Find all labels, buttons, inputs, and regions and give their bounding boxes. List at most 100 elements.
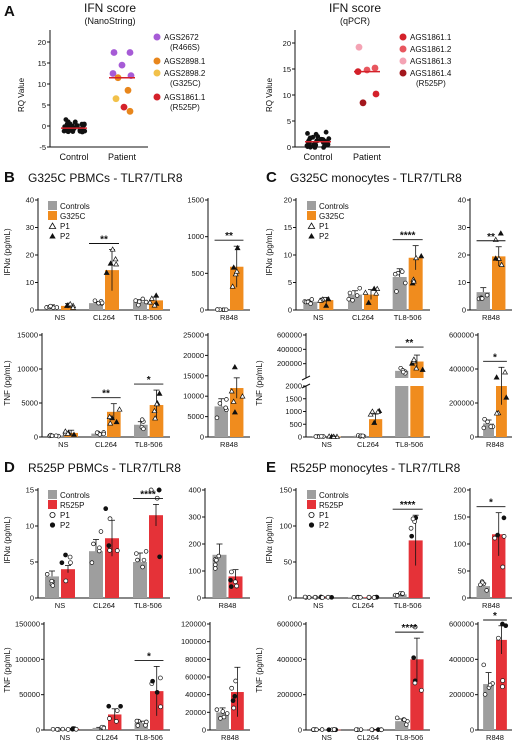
- chart-E-tnf: 0 200000 400000 600000 NS CL264 TL8-506 ****: [277, 620, 430, 742]
- p2-point: [231, 409, 238, 415]
- y-tick-label: 5000: [187, 412, 204, 421]
- legend-label-ags2898-2: AGS2898.2: [164, 69, 206, 78]
- p1-point: [68, 560, 73, 566]
- p1-point: [362, 289, 369, 295]
- y-tick-label: 200000: [449, 399, 474, 408]
- chart-B-tnf-r848: 0 5000 10000 15000 20000 25000 R848: [183, 331, 250, 449]
- patient-bar: [105, 538, 119, 598]
- y-tick-label: 0: [288, 594, 292, 603]
- control-point: [141, 557, 147, 563]
- p2-point: [503, 394, 510, 400]
- control-point: [50, 726, 56, 732]
- legend-label-p1: P1: [319, 222, 329, 231]
- chart-D-tnf-r848: 0 20000 40000 60000 80000 100000 120000 R848: [181, 620, 250, 742]
- control-bar: [348, 294, 362, 310]
- control-point: [60, 726, 66, 732]
- patient-point: [120, 103, 128, 111]
- panel-a-left-points: [61, 49, 135, 135]
- y-tick-label: 0: [470, 433, 474, 442]
- y-tick-label: 400000: [449, 365, 474, 374]
- p2-point: [59, 560, 65, 566]
- significance-label: ****: [140, 489, 156, 500]
- p2-point: [154, 690, 160, 695]
- x-category-label: TL8-506: [394, 313, 422, 322]
- significance-label: *: [147, 375, 151, 386]
- p2-point: [153, 292, 160, 298]
- p1-point: [114, 548, 120, 553]
- legend-swatch-controls: [307, 201, 316, 210]
- control-bar: [483, 684, 494, 730]
- chart-C-ifn: 0 5 10 15 20 NS CL264 TL8-506 ****: [284, 196, 430, 322]
- legend-marker-p2: [308, 522, 315, 528]
- legend-swatch-r525p: [307, 500, 316, 509]
- control-point: [140, 296, 146, 302]
- p1-point: [109, 246, 116, 252]
- control-point: [97, 545, 102, 550]
- p2-point: [106, 543, 112, 548]
- x-category-label: NS: [321, 733, 331, 742]
- control-point: [401, 369, 406, 375]
- control-point: [220, 709, 226, 714]
- panel-a-left-ytick-15: 15: [38, 59, 46, 68]
- p2-point: [103, 506, 109, 512]
- p1-point: [239, 393, 246, 399]
- y-tick-label: 30: [458, 223, 466, 232]
- control-point: [216, 553, 222, 559]
- legend-label-ags1861-1: AGS1861.1: [164, 93, 206, 102]
- y-tick-label: 400: [188, 486, 201, 495]
- p2-point: [234, 244, 241, 251]
- patient-bar: [408, 540, 423, 598]
- control-point: [347, 290, 353, 296]
- axis-break-mark: [301, 375, 311, 381]
- legend-label-p2: P2: [60, 521, 70, 530]
- chart-D-tnf: 0 50000 100000 150000 NS CL264 TL8-506 *: [15, 620, 170, 742]
- p1-point: [331, 727, 337, 732]
- legend-marker-p1: [307, 222, 316, 229]
- p2-point: [323, 302, 330, 308]
- chart-E-ifn-r848: 0 50 100 150 200 R848 *: [453, 486, 512, 610]
- patient-bar: [410, 659, 424, 730]
- control-point: [134, 718, 140, 724]
- control-bar: [395, 721, 409, 730]
- legend-marker-ags2898-1: [153, 57, 161, 65]
- significance-label: **: [100, 235, 108, 246]
- control-point: [215, 307, 220, 312]
- control-point: [214, 415, 220, 421]
- control-point: [309, 297, 315, 302]
- x-category-label: TL8-506: [134, 313, 162, 322]
- p2-point: [228, 584, 234, 589]
- panel-c-tnf-ylabel: TNF (pg/mL): [255, 360, 264, 406]
- panel-b-tnf-ylabel: TNF (pg/mL): [3, 360, 12, 406]
- p2-point: [228, 577, 233, 583]
- significance-label: **: [225, 231, 233, 242]
- y-tick-label: 1500: [285, 394, 302, 403]
- panel-letter-a: A: [4, 3, 15, 20]
- y-tick-label: 60000: [185, 673, 206, 682]
- x-category-label: R848: [221, 733, 239, 742]
- p1-point: [63, 578, 69, 584]
- p1-point: [146, 299, 153, 305]
- legend-label-r525p: R525P: [319, 501, 343, 510]
- panel-e-ifn-ylabel: IFNα (pg/mL): [265, 516, 274, 564]
- control-point: [357, 285, 362, 291]
- y-tick-label: 0: [200, 433, 204, 442]
- y-tick-label: 20: [26, 251, 34, 260]
- y-tick-label: 0: [202, 726, 206, 735]
- legend-swatch-controls: [48, 201, 57, 210]
- chart-B-ifn-r848: 0 500 1000 1500 R848 **: [187, 196, 250, 322]
- p1-point: [107, 420, 114, 426]
- legend-marker-p2: [308, 233, 315, 239]
- control-bar: [133, 562, 147, 598]
- p2-point: [418, 253, 425, 259]
- control-bar: [392, 594, 407, 598]
- y-tick-label: 200000: [449, 690, 474, 699]
- y-tick-label: 0: [30, 594, 34, 603]
- x-category-label: TL8-506: [395, 733, 423, 742]
- patient-point: [359, 99, 367, 107]
- control-point: [394, 289, 399, 294]
- legend-swatch-r525p: [48, 500, 57, 509]
- control-bar: [483, 423, 494, 437]
- control-point: [358, 595, 363, 600]
